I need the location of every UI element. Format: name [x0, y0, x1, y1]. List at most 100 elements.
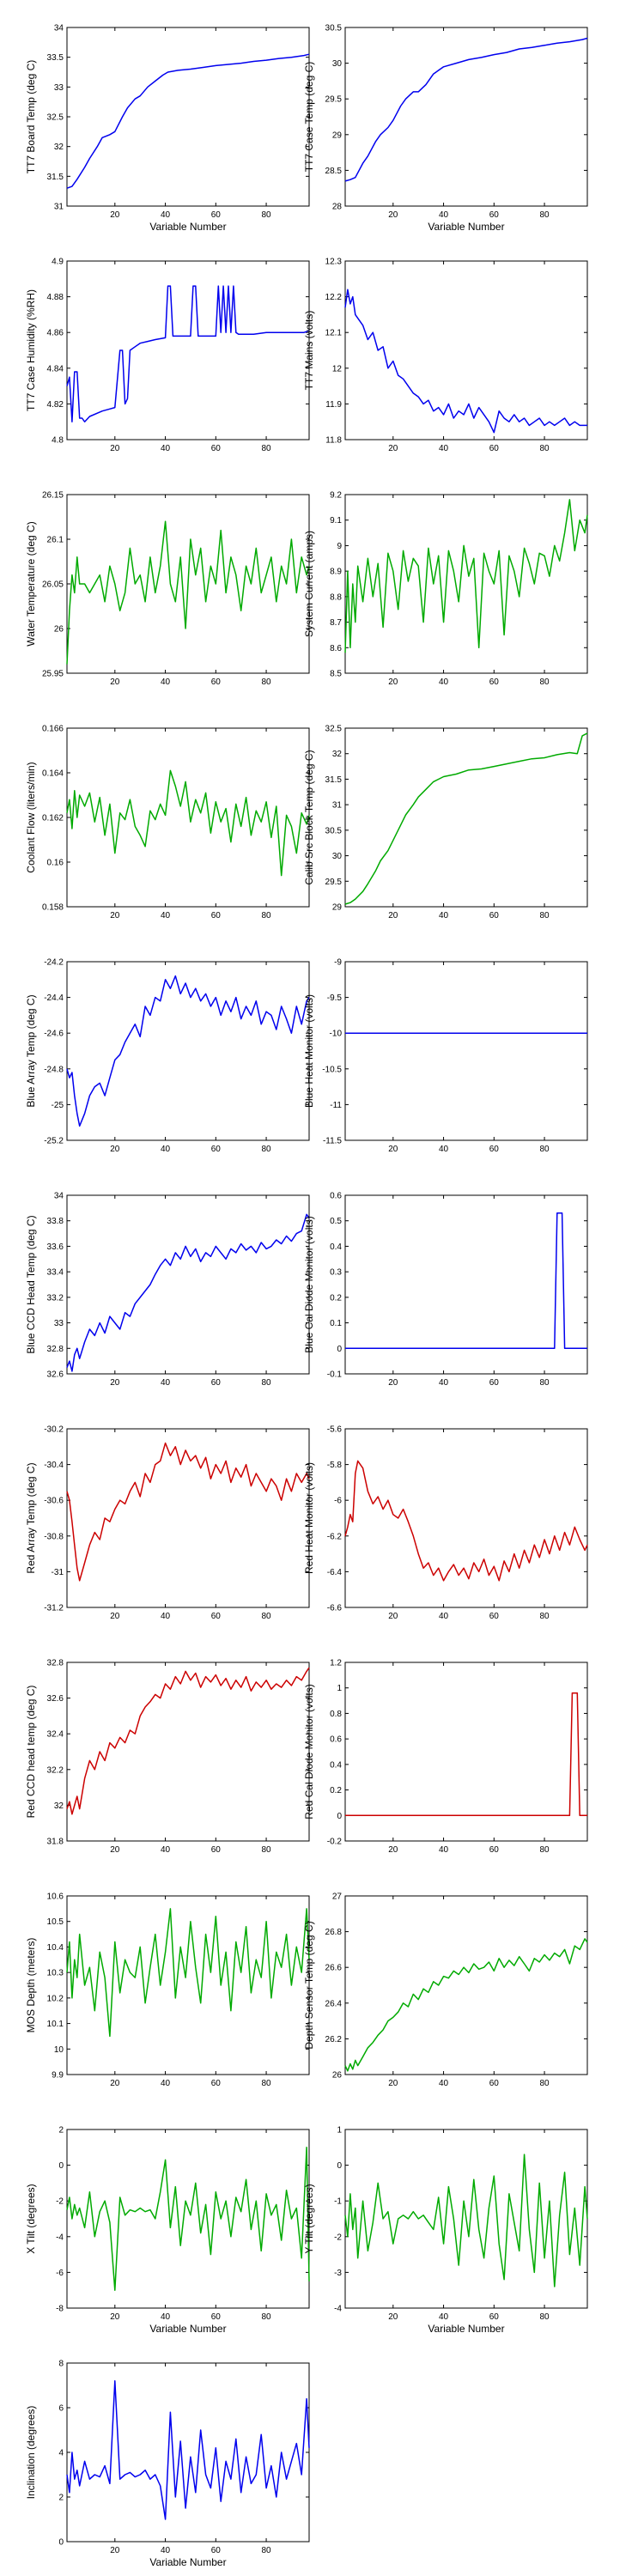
y-tick-label: 0.158: [42, 903, 64, 913]
y-axis-label: TT7 Case Humidity (%RH): [25, 289, 37, 411]
y-tick-label: 0.6: [330, 1192, 342, 1201]
y-tick-label: 33.6: [47, 1242, 64, 1252]
plot-frame: [66, 961, 310, 1141]
series-line: [344, 499, 588, 653]
plot-frame: [66, 2129, 310, 2309]
y-axis-label: TT7 Case Temp (deg C): [303, 62, 315, 173]
x-tick-label: 40: [161, 2079, 171, 2088]
y-tick-label: 0.4: [330, 1242, 342, 1252]
series-line: [66, 975, 310, 1127]
y-tick-label: 0: [58, 2161, 64, 2171]
x-tick-label: 40: [161, 1845, 171, 1855]
x-tick-label: 60: [211, 444, 222, 453]
y-axis-label: TT7 Board Temp (deg C): [25, 60, 37, 174]
y-tick-label: 4.86: [47, 329, 64, 338]
y-tick-label: -9.5: [327, 993, 343, 1003]
x-tick-label: 20: [110, 677, 120, 687]
x-tick-label: 40: [161, 444, 171, 453]
x-axis-label: Variable Number: [149, 2556, 226, 2568]
y-tick-label: -24.6: [44, 1030, 64, 1039]
y-tick-label: 1: [337, 2126, 342, 2136]
x-tick-label: 80: [540, 444, 550, 453]
plot-frame: [344, 1194, 588, 1375]
chart-17: 20 40 60 80 9.9 10 10.1 10.2 10.3 10.4 10.5 10.6 MOS…: [25, 1893, 310, 2088]
y-axis-label: Y Tilt (degrees): [303, 2184, 315, 2253]
y-tick-label: 9.9: [52, 2071, 64, 2081]
plot-frame: [66, 1895, 310, 2075]
y-tick-label: 34: [54, 1192, 64, 1201]
y-axis-label: Blue Cal Diode Monitor (volts): [303, 1216, 315, 1352]
y-tick-label: 29.5: [325, 878, 343, 887]
y-tick-label: 2: [58, 2126, 64, 2136]
y-tick-label: 30.5: [325, 826, 343, 835]
plot-frame: [344, 961, 588, 1141]
y-tick-label: 8.8: [330, 592, 342, 602]
x-tick-label: 40: [439, 2312, 449, 2322]
y-tick-label: 11.8: [325, 436, 342, 446]
x-tick-label: 80: [262, 911, 272, 920]
y-tick-label: 10.6: [47, 1893, 64, 1902]
y-tick-label: 26.1: [47, 536, 64, 545]
x-tick-label: 40: [161, 1612, 171, 1621]
y-tick-label: 32.6: [47, 1370, 64, 1380]
y-tick-label: 9: [337, 542, 342, 551]
series-line: [345, 1692, 587, 1817]
x-tick-label: 20: [110, 2312, 120, 2322]
x-tick-label: 80: [540, 2312, 550, 2322]
chart-11: 20 40 60 80 32.6 32.8 33 33.2 33.4 33.6 33.8 34 Blue…: [25, 1192, 310, 1388]
series-line: [66, 2380, 310, 2520]
x-tick-label: 40: [439, 677, 449, 687]
plot-frame: [344, 727, 588, 908]
y-tick-label: 0.3: [330, 1268, 342, 1278]
y-tick-label: 27: [332, 1893, 343, 1902]
y-tick-label: 0.164: [42, 769, 64, 779]
y-tick-label: 32: [54, 143, 64, 152]
chart-7: 20 40 60 80 0.158 0.16 0.162 0.164 0.166 Coolant …: [25, 725, 310, 920]
chart-21: 20 40 60 80 0 2 4 6 8 Variable Number Inclination …: [25, 2360, 310, 2568]
x-tick-label: 20: [110, 210, 120, 220]
y-tick-label: -0.1: [327, 1370, 343, 1380]
x-tick-label: 40: [161, 911, 171, 920]
series-line: [66, 2147, 310, 2291]
chart-19: 20 40 60 80 -8 -6 -4 -2 0 2 Variable Number X Tilt …: [25, 2126, 310, 2335]
y-tick-label: -6.2: [327, 1532, 343, 1541]
x-tick-label: 60: [211, 1845, 222, 1855]
y-tick-label: 0.6: [330, 1735, 342, 1745]
chart-6: 20 40 60 80 8.5 8.6 8.7 8.8 8.9 9 9.1 9.2 System Cur…: [303, 491, 588, 687]
x-tick-label: 40: [439, 911, 449, 920]
series-line: [344, 732, 588, 905]
x-tick-label: 60: [211, 1378, 222, 1388]
y-axis-label: Red Heat Monitor (volts): [303, 1462, 315, 1574]
y-tick-label: 12.2: [325, 293, 343, 302]
y-tick-label: 4.88: [47, 293, 64, 302]
y-tick-label: -2: [334, 2233, 342, 2242]
y-tick-label: 0: [337, 1812, 342, 1821]
x-tick-label: 80: [262, 677, 272, 687]
y-tick-label: 26: [54, 625, 64, 635]
x-tick-label: 80: [262, 444, 272, 453]
x-tick-label: 40: [439, 1845, 449, 1855]
chart-10: 20 40 60 80 -11.5 -11 -10.5 -10 -9.5 -9 Blue Heat …: [303, 958, 588, 1154]
y-tick-label: 12.1: [325, 329, 343, 338]
y-tick-label: 10.2: [47, 1994, 64, 2003]
x-tick-label: 80: [540, 911, 550, 920]
x-axis-label: Variable Number: [149, 2323, 226, 2335]
y-tick-label: 10.5: [47, 1917, 64, 1927]
x-tick-label: 80: [540, 1378, 550, 1388]
y-tick-label: 32.4: [47, 1730, 64, 1740]
x-tick-label: 80: [262, 2312, 272, 2322]
y-axis-label: TT7 Mains (volts): [303, 311, 315, 391]
y-tick-label: 26.2: [325, 2035, 343, 2044]
y-axis-label: Red Array Temp (deg C): [25, 1462, 37, 1573]
x-tick-label: 60: [211, 1145, 222, 1154]
plot-frame: [344, 27, 588, 207]
y-tick-label: 32.5: [325, 725, 343, 734]
x-tick-label: 20: [388, 2079, 398, 2088]
y-tick-label: 31: [54, 203, 64, 212]
y-axis-label: MOS Depth (meters): [25, 1938, 37, 2033]
x-tick-label: 60: [211, 677, 222, 687]
y-tick-label: -30.6: [44, 1497, 64, 1506]
plot-frame: [344, 1895, 588, 2075]
y-tick-label: 30: [332, 852, 343, 861]
